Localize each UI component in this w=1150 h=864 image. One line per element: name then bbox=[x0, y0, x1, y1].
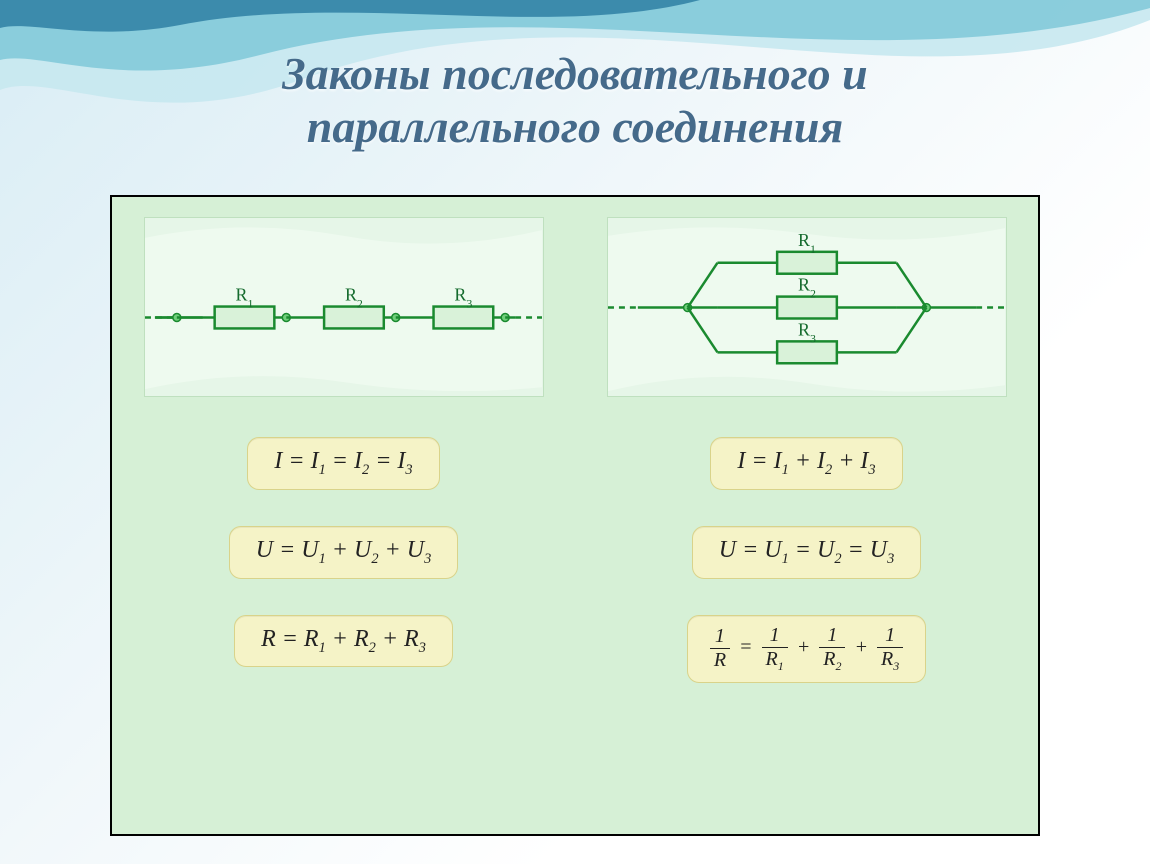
series-formula-I: I = I1 = I2 = I3 bbox=[247, 437, 439, 490]
series-diagram: R1R2R3 bbox=[144, 217, 544, 397]
parallel-svg: R1R2R3 bbox=[608, 218, 1006, 397]
formula-text: R = R1 + R2 + R3 bbox=[261, 626, 426, 652]
parallel-formula-R: 1R = 1R1 + 1R2 + 1R3 bbox=[687, 615, 926, 683]
series-formula-R: R = R1 + R2 + R3 bbox=[234, 615, 453, 668]
parallel-formula-U: U = U1 = U2 = U3 bbox=[692, 526, 922, 579]
formula-text: 1R = 1R1 + 1R2 + 1R3 bbox=[706, 636, 907, 658]
series-svg: R1R2R3 bbox=[145, 218, 543, 397]
formula-text: U = U1 + U2 + U3 bbox=[256, 537, 432, 563]
columns: R1R2R3 I = I1 = I2 = I3 U = U1 + U2 + U3… bbox=[112, 197, 1038, 834]
formula-text: U = U1 = U2 = U3 bbox=[719, 537, 895, 563]
formula-text: I = I1 = I2 = I3 bbox=[274, 448, 412, 474]
content-panel: R1R2R3 I = I1 = I2 = I3 U = U1 + U2 + U3… bbox=[110, 195, 1040, 836]
title-line-1: Законы последовательного и bbox=[282, 48, 868, 99]
parallel-diagram: R1R2R3 bbox=[607, 217, 1007, 397]
parallel-column: R1R2R3 I = I1 + I2 + I3 U = U1 = U2 = U3… bbox=[575, 197, 1038, 834]
formula-text: I = I1 + I2 + I3 bbox=[737, 448, 875, 474]
parallel-formula-I: I = I1 + I2 + I3 bbox=[710, 437, 902, 490]
series-column: R1R2R3 I = I1 = I2 = I3 U = U1 + U2 + U3… bbox=[112, 197, 575, 834]
slide-title: Законы последовательного и параллельного… bbox=[0, 0, 1150, 154]
title-line-2: параллельного соединения bbox=[307, 101, 843, 152]
series-formula-U: U = U1 + U2 + U3 bbox=[229, 526, 459, 579]
